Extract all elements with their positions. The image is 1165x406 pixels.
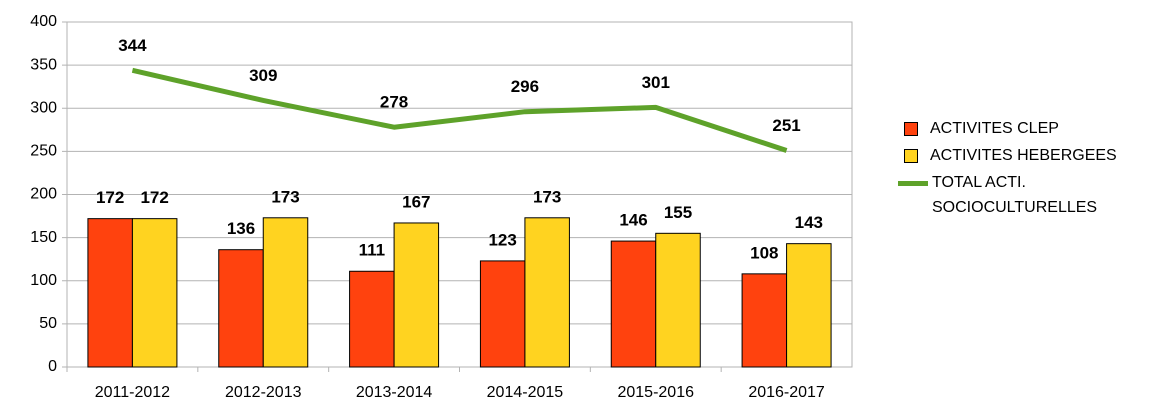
bar xyxy=(479,260,526,368)
bar xyxy=(610,240,657,368)
value-label: 173 xyxy=(533,187,561,206)
y-tick-label: 100 xyxy=(30,272,57,289)
value-label: 143 xyxy=(795,213,823,232)
legend-swatch xyxy=(904,122,918,136)
value-label: 123 xyxy=(488,230,516,249)
value-label: 173 xyxy=(271,187,299,206)
value-label: 278 xyxy=(380,93,408,112)
value-label: 111 xyxy=(359,241,386,260)
y-tick-label: 0 xyxy=(48,358,57,375)
legend-label: TOTAL ACTI. SOCIOCULTURELLES xyxy=(932,174,1098,216)
value-label: 251 xyxy=(772,116,800,135)
value-label: 301 xyxy=(642,73,670,92)
legend-label: ACTIVITES HEBERGEES xyxy=(930,147,1117,164)
bar xyxy=(741,273,788,368)
bar xyxy=(393,222,440,368)
bar xyxy=(524,217,570,368)
value-label: 172 xyxy=(96,188,124,207)
y-tick-label: 50 xyxy=(39,315,57,332)
x-tick-label: 2011-2012 xyxy=(95,384,170,401)
value-label: 172 xyxy=(140,188,168,207)
bar xyxy=(786,243,832,368)
value-label: 146 xyxy=(619,211,647,230)
x-tick-label: 2014-2015 xyxy=(487,384,564,401)
value-label: 136 xyxy=(227,219,255,238)
value-label: 108 xyxy=(750,243,778,262)
value-label: 167 xyxy=(402,192,430,211)
bar xyxy=(349,270,395,368)
value-label: 309 xyxy=(249,66,277,85)
bar xyxy=(218,249,264,368)
bar xyxy=(655,232,701,368)
legend: ACTIVITES CLEP ACTIVITES HEBERGEES TOTAL A… xyxy=(898,120,1163,226)
x-tick-label: 2013-2014 xyxy=(356,384,433,401)
y-tick-label: 400 xyxy=(30,13,57,30)
y-tick-label: 150 xyxy=(30,229,57,246)
legend-item: ACTIVITES HEBERGEES xyxy=(898,147,1163,168)
legend-item: TOTAL ACTI. SOCIOCULTURELLES xyxy=(898,174,1163,220)
x-tick-label: 2015-2016 xyxy=(617,384,694,401)
legend-item: ACTIVITES CLEP xyxy=(898,120,1163,141)
bar xyxy=(262,217,309,368)
y-tick-label: 350 xyxy=(30,56,57,73)
y-tick-label: 300 xyxy=(30,99,57,116)
value-label: 296 xyxy=(511,77,539,96)
bar xyxy=(87,218,133,368)
legend-swatch xyxy=(904,149,918,163)
line xyxy=(131,67,788,153)
value-label: 344 xyxy=(118,36,147,55)
x-tick-label: 2012-2013 xyxy=(225,384,302,401)
bar xyxy=(131,218,178,368)
x-tick-label: 2016-2017 xyxy=(748,384,825,401)
y-tick-label: 200 xyxy=(30,186,57,203)
legend-swatch xyxy=(898,181,928,186)
value-label: 155 xyxy=(664,203,692,222)
legend-label: ACTIVITES CLEP xyxy=(930,120,1059,137)
y-tick-label: 250 xyxy=(30,143,57,160)
